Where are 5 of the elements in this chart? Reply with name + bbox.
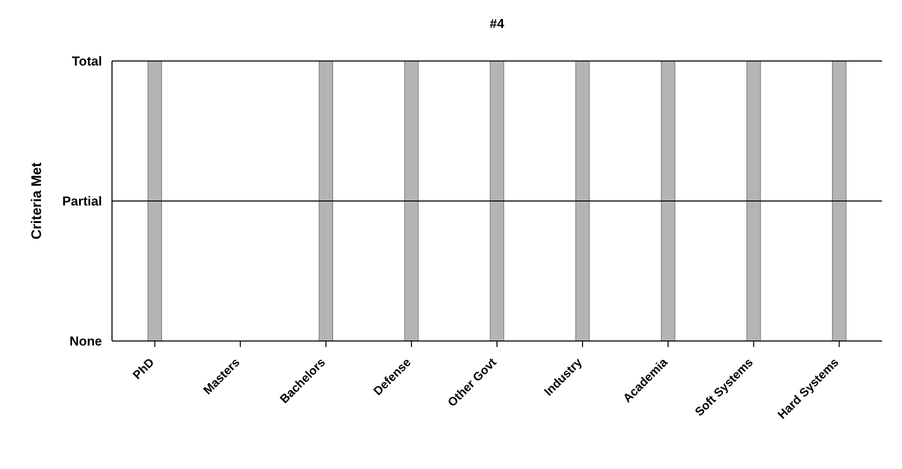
y-axis-title: Criteria Met xyxy=(28,162,44,240)
ref-line-label: Partial xyxy=(62,194,102,209)
ref-line-label: Total xyxy=(72,54,102,69)
chart-title: #4 xyxy=(488,16,506,31)
text: None xyxy=(70,334,102,349)
